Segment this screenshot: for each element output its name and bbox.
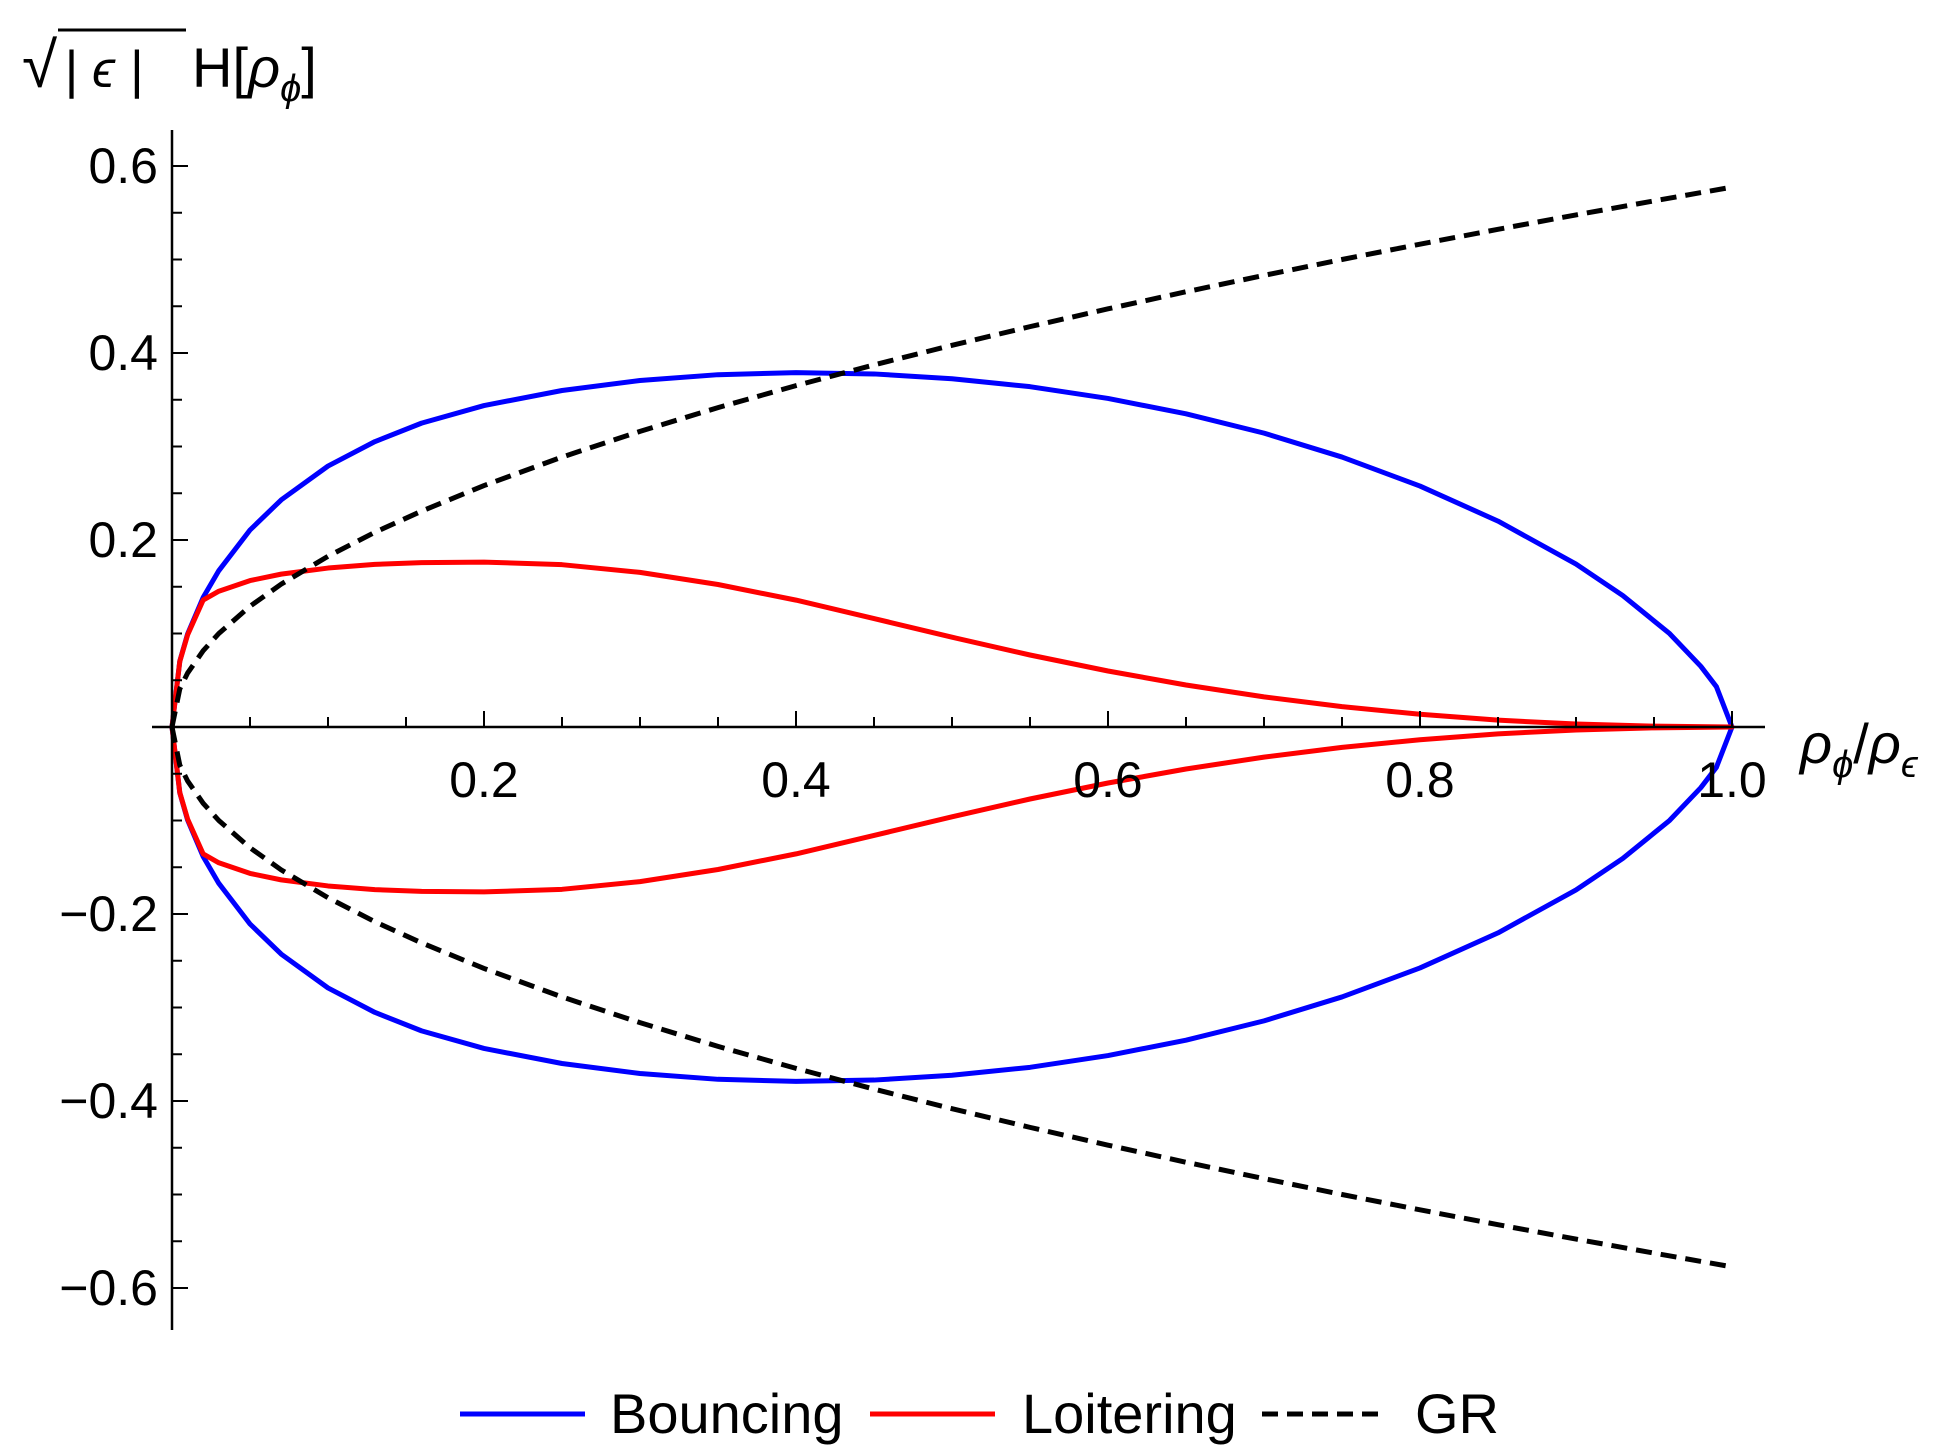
y-axis-label: √ | ϵ | H[ρϕ] bbox=[22, 28, 317, 110]
x-ticks: 0.2 0.4 0.6 0.8 1.0 bbox=[249, 711, 1767, 808]
x-label-base2: ρ bbox=[1867, 712, 1901, 775]
x-tick-label: 0.6 bbox=[1073, 752, 1143, 808]
legend-item-bouncing: Bouncing bbox=[460, 1382, 844, 1445]
y-tick-label: −0.4 bbox=[59, 1073, 158, 1129]
curves-layer bbox=[169, 184, 1735, 1270]
x-label-base: ρ bbox=[1798, 712, 1832, 775]
series-gr-upper bbox=[169, 184, 1733, 728]
series-bouncing-upper bbox=[169, 370, 1735, 730]
x-label-slash: / bbox=[1853, 712, 1869, 775]
y-tick-label: 0.2 bbox=[88, 512, 158, 568]
y-label-close: ] bbox=[301, 36, 317, 99]
y-label-sqrt: √ bbox=[22, 29, 58, 101]
svg-text:H[ρϕ]: H[ρϕ] bbox=[192, 36, 317, 110]
x-tick-label: 0.4 bbox=[761, 752, 831, 808]
legend-label-loitering: Loitering bbox=[1022, 1382, 1237, 1445]
series-gr-lower bbox=[169, 726, 1733, 1270]
y-label-func: H[ bbox=[192, 36, 248, 99]
series-loitering-upper bbox=[169, 559, 1735, 730]
y-ticks: 0.6 0.4 0.2 −0.2 −0.4 −0.6 bbox=[59, 138, 188, 1316]
legend-label-bouncing: Bouncing bbox=[610, 1382, 844, 1445]
series-bouncing-lower bbox=[169, 724, 1735, 1084]
y-label-base: ρ bbox=[246, 36, 280, 99]
x-axis-label: ρϕ/ρϵ bbox=[1798, 712, 1919, 786]
y-tick-label: −0.2 bbox=[59, 886, 158, 942]
y-label-inner: | ϵ | bbox=[64, 41, 143, 99]
x-label-sub: ϕ bbox=[1832, 744, 1853, 786]
y-tick-label: 0.4 bbox=[88, 325, 158, 381]
legend-item-gr: GR bbox=[1262, 1382, 1499, 1445]
series-loitering-lower bbox=[169, 724, 1735, 895]
legend: Bouncing Loitering GR bbox=[460, 1382, 1499, 1445]
x-tick-label: 0.8 bbox=[1385, 752, 1455, 808]
legend-item-loitering: Loitering bbox=[870, 1382, 1237, 1445]
y-label-sub: ϕ bbox=[280, 68, 301, 110]
x-tick-label: 1.0 bbox=[1697, 752, 1767, 808]
axes-layer bbox=[152, 130, 1765, 1330]
y-tick-label: 0.6 bbox=[88, 138, 158, 194]
svg-text:ρϕ/ρϵ: ρϕ/ρϵ bbox=[1798, 712, 1919, 786]
x-tick-label: 0.2 bbox=[449, 752, 519, 808]
x-label-sub2: ϵ bbox=[1901, 744, 1919, 786]
legend-label-gr: GR bbox=[1415, 1382, 1499, 1445]
y-tick-label: −0.6 bbox=[59, 1260, 158, 1316]
